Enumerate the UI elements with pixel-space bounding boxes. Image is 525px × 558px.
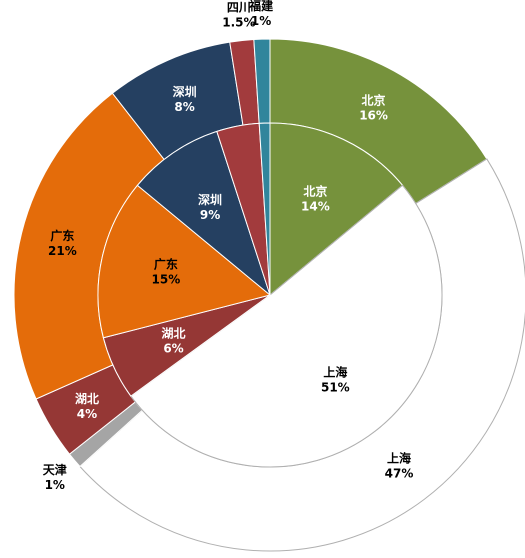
value-label: 14%: [301, 199, 330, 213]
slice: [269, 122, 404, 297]
slice-label: 天津 1%: [43, 462, 67, 492]
value-label: 6%: [163, 341, 183, 355]
slice-label: 北京 16%: [359, 92, 388, 122]
value-label: 51%: [321, 380, 350, 394]
value-label: 8%: [174, 99, 194, 113]
value-label: 4%: [77, 406, 97, 420]
category-label: 深圳: [198, 191, 222, 206]
value-label: 1%: [251, 14, 271, 28]
slice: [136, 130, 272, 297]
slice-label: 湖北 6%: [162, 325, 186, 355]
value-label: 16%: [359, 108, 388, 122]
category-label: 湖北: [75, 390, 99, 405]
slice: [130, 184, 443, 468]
category-label: 上海: [323, 364, 347, 379]
slice-label: 北京 14%: [301, 183, 330, 213]
slice-label: 福建 1%: [248, 0, 274, 28]
category-label: 广东: [50, 228, 74, 243]
category-label: 北京: [362, 92, 386, 107]
category-label: 广东: [154, 256, 178, 271]
slice-label: 上海 47%: [385, 450, 414, 480]
slice-label: 广东 21%: [48, 228, 77, 258]
value-label: 15%: [152, 272, 181, 286]
slice: [258, 122, 271, 296]
category-label: 天津: [43, 462, 67, 477]
slice-label: 深圳 9%: [198, 191, 222, 221]
value-label: 47%: [385, 466, 414, 480]
category-label: 湖北: [162, 325, 186, 340]
value-label: 1%: [45, 478, 65, 492]
slice-label: 上海 51%: [321, 364, 350, 394]
slice-label: 四川 1.5%: [222, 0, 255, 29]
category-label: 福建: [248, 0, 274, 13]
value-label: 9%: [200, 207, 220, 221]
category-label: 北京: [303, 183, 327, 198]
slice-label: 湖北 4%: [75, 390, 99, 420]
slice-label: 深圳 8%: [173, 83, 197, 113]
category-label: 上海: [387, 450, 411, 465]
slice-label: 广东 15%: [152, 256, 181, 286]
slice: [97, 184, 272, 339]
value-label: 1.5%: [222, 15, 255, 29]
category-label: 深圳: [173, 83, 197, 98]
category-label: 四川: [227, 0, 251, 14]
value-label: 21%: [48, 244, 77, 258]
